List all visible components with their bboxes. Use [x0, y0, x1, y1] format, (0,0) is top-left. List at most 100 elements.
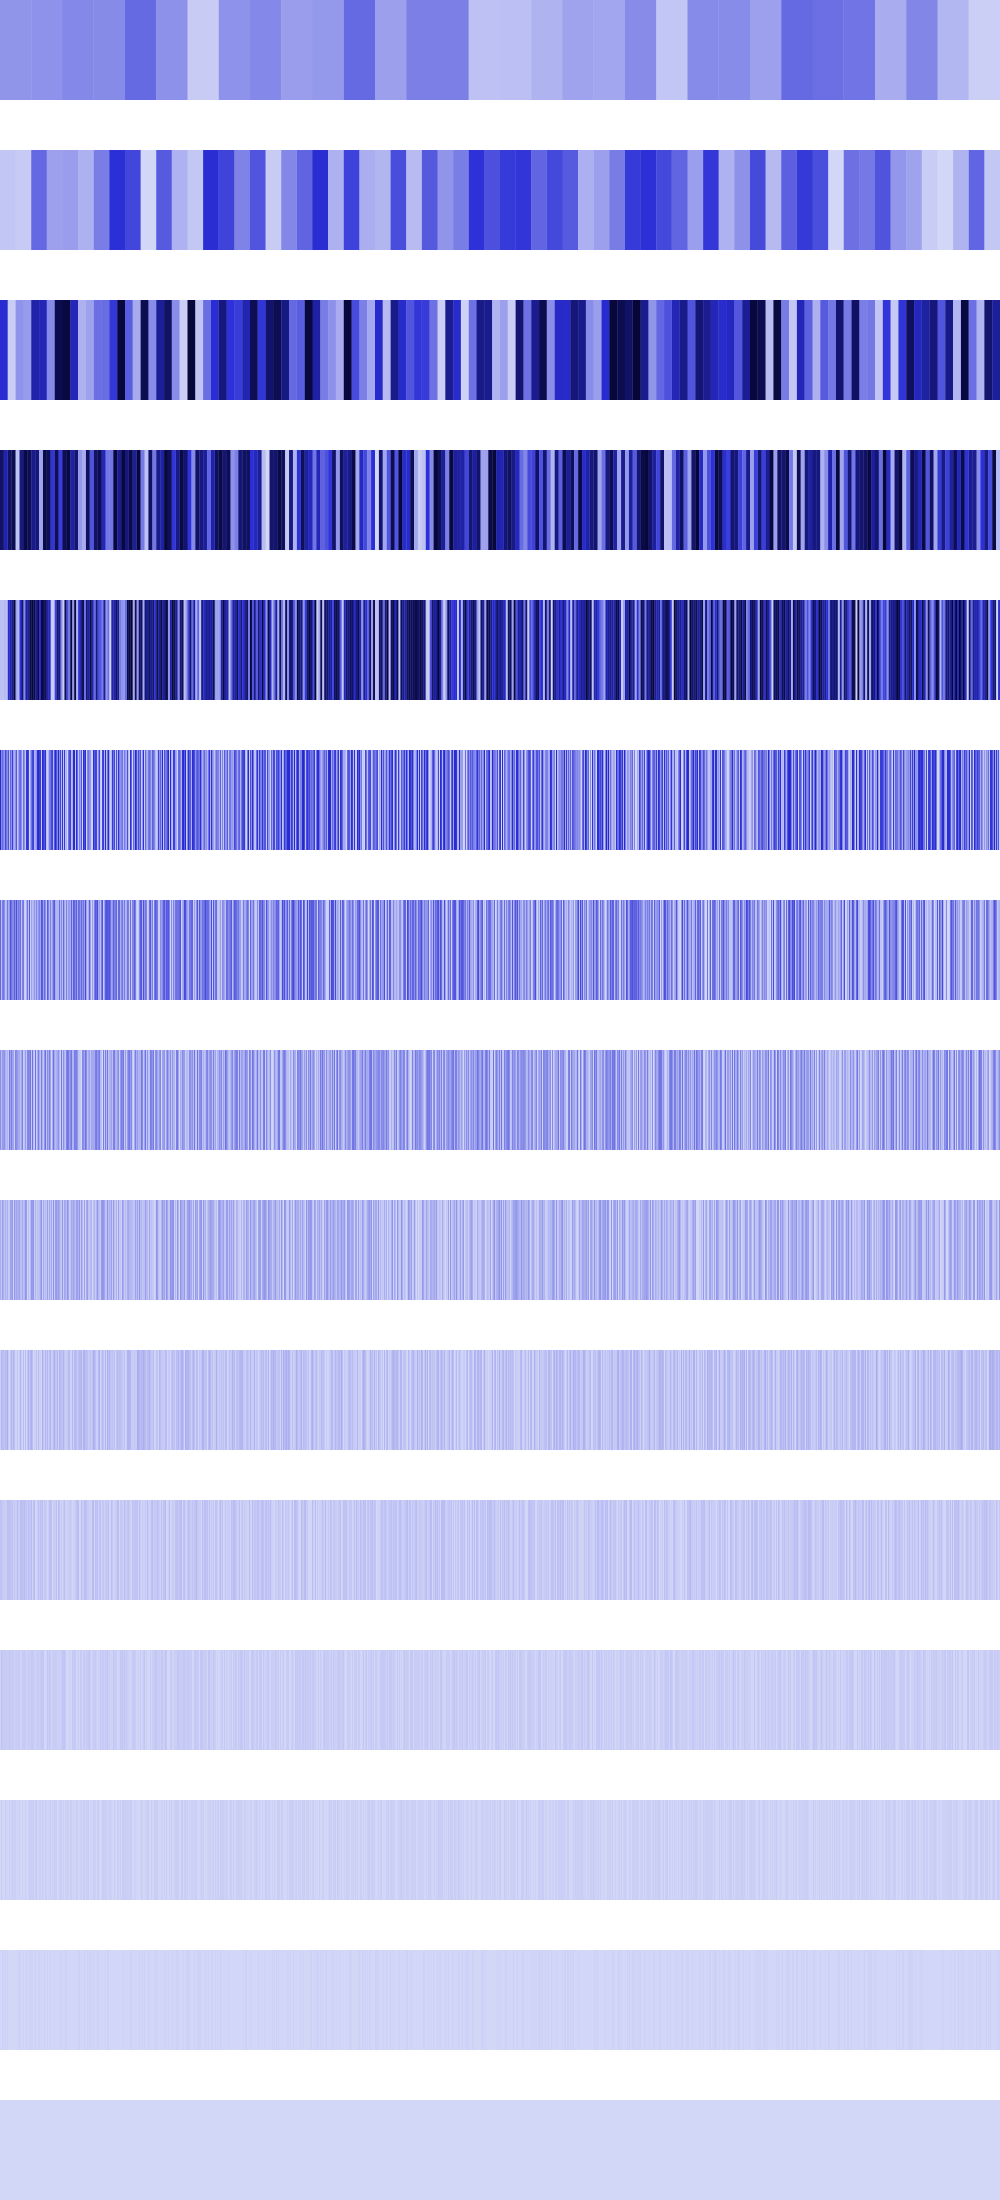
heatmap-cell — [463, 600, 465, 700]
heatmap-cell — [408, 600, 410, 700]
heatmap-cell — [839, 900, 840, 1000]
heatmap-cell — [725, 1200, 726, 1300]
heatmap-cell — [157, 1200, 158, 1300]
heatmap-cell — [323, 1050, 324, 1150]
heatmap-cell — [341, 1050, 342, 1150]
heatmap-cell — [515, 900, 516, 1000]
heatmap-cell — [586, 300, 594, 400]
heatmap-cell — [758, 600, 760, 700]
heatmap-cell — [455, 750, 456, 850]
heatmap-cell — [703, 600, 705, 700]
heatmap-cell — [193, 1200, 194, 1300]
heatmap-cell — [846, 900, 847, 1000]
heatmap-cell — [49, 1200, 50, 1300]
heatmap-cell — [905, 900, 906, 1000]
heatmap-cell — [201, 750, 202, 850]
heatmap-cell — [591, 900, 592, 1000]
heatmap-cell — [594, 150, 610, 250]
heatmap-cell — [908, 1050, 909, 1150]
heatmap-cell — [156, 600, 158, 700]
heatmap-cell — [154, 1050, 155, 1150]
heatmap-cell — [372, 750, 373, 850]
heatmap-cell — [768, 600, 770, 700]
heatmap-cell — [720, 750, 721, 850]
heatmap-cell — [482, 1200, 483, 1300]
heatmap-cell — [811, 1050, 812, 1150]
heatmap-cell — [852, 450, 856, 550]
heatmap-cell — [141, 750, 142, 850]
heatmap-cell — [352, 1050, 353, 1150]
heatmap-cell — [309, 1050, 310, 1150]
heatmap-cell — [846, 1200, 847, 1300]
heatmap-cell — [252, 600, 254, 700]
heatmap-cell — [544, 900, 545, 1000]
heatmap-cell — [859, 600, 861, 700]
heatmap-cell — [962, 900, 963, 1000]
heatmap-cell — [563, 750, 564, 850]
heatmap-cell — [188, 1200, 189, 1300]
heatmap-cell — [71, 1200, 72, 1300]
heatmap-cell — [266, 900, 267, 1000]
heatmap-cell — [349, 900, 350, 1000]
heatmap-cell — [175, 900, 176, 1000]
heatmap-cell — [203, 450, 207, 550]
heatmap-cell — [246, 750, 247, 850]
heatmap-cell — [600, 750, 601, 850]
heatmap-cell — [57, 1200, 58, 1300]
heatmap-cell — [203, 750, 204, 850]
heatmap-cell — [576, 900, 577, 1000]
heatmap-cell — [258, 1200, 259, 1300]
heatmap-cell — [943, 750, 944, 850]
heatmap-cell — [202, 900, 203, 1000]
heatmap-cell — [99, 1350, 100, 1450]
heatmap-cell — [458, 750, 459, 850]
heatmap-cell — [313, 600, 315, 700]
heatmap-cell — [180, 450, 184, 550]
heatmap-cell — [930, 1200, 931, 1300]
heatmap-cell — [431, 1200, 432, 1300]
heatmap-cell — [500, 300, 508, 400]
heatmap-cell — [770, 1200, 771, 1300]
heatmap-cell — [38, 750, 39, 850]
heatmap-cell — [362, 900, 363, 1000]
heatmap-cell — [704, 750, 705, 850]
heatmap-cell — [902, 900, 903, 1000]
heatmap-cell — [663, 900, 664, 1000]
heatmap-cell — [99, 750, 100, 850]
heatmap-cell — [472, 750, 473, 850]
heatmap-cell — [104, 1050, 105, 1150]
heatmap-cell — [801, 900, 802, 1000]
heatmap-cell — [490, 600, 492, 700]
heatmap-cell — [117, 450, 121, 550]
heatmap-cell — [361, 750, 362, 850]
heatmap-cell — [770, 1050, 771, 1150]
heatmap-cell — [461, 900, 462, 1000]
heatmap-cell — [197, 1200, 198, 1300]
heatmap-cell — [840, 900, 841, 1000]
heatmap-cell — [106, 1200, 107, 1300]
heatmap-cell — [366, 900, 367, 1000]
heatmap-cell — [863, 900, 864, 1000]
heatmap-cell — [563, 450, 567, 550]
heatmap-cell — [164, 300, 172, 400]
heatmap-cell — [955, 750, 956, 850]
heatmap-cell — [406, 600, 408, 700]
heatmap-cell — [924, 750, 925, 850]
heatmap-cell — [330, 900, 331, 1000]
heatmap-cell — [829, 900, 830, 1000]
heatmap-cell — [140, 1200, 141, 1300]
heatmap-cell — [530, 1200, 531, 1300]
heatmap-cell — [563, 900, 564, 1000]
heatmap-cell — [545, 600, 547, 700]
heatmap-cell — [683, 750, 684, 850]
heatmap-cell — [82, 900, 83, 1000]
heatmap-cell — [71, 1350, 72, 1450]
heatmap-cell — [314, 900, 315, 1000]
heatmap-cell — [527, 600, 529, 700]
heatmap-cell — [571, 1050, 572, 1150]
heatmap-cell — [192, 750, 193, 850]
heatmap-cell — [573, 750, 574, 850]
heatmap-cell — [588, 600, 590, 700]
heatmap-cell — [34, 1050, 35, 1150]
heatmap-cell — [721, 600, 723, 700]
